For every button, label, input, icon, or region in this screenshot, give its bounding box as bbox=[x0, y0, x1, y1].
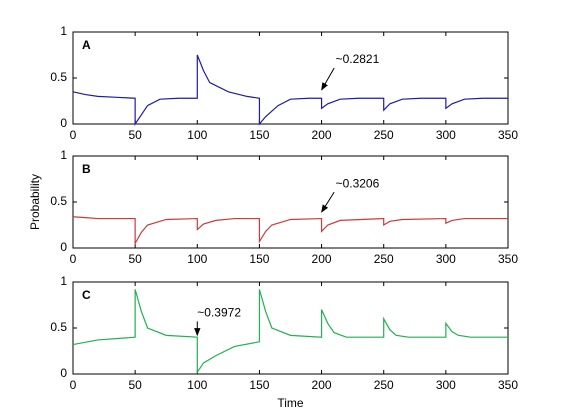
x-tick-label: 0 bbox=[70, 128, 77, 142]
y-tick-label: 0 bbox=[60, 116, 67, 130]
x-tick-label: 50 bbox=[128, 378, 142, 392]
x-tick-label: 150 bbox=[249, 128, 269, 142]
x-tick-label: 200 bbox=[312, 128, 332, 142]
y-tick-label: 0.5 bbox=[50, 194, 67, 208]
x-tick-label: 350 bbox=[498, 252, 518, 266]
annotation: ~0.3206 bbox=[336, 176, 380, 190]
axes-box bbox=[72, 155, 509, 249]
x-tick-label: 300 bbox=[436, 252, 456, 266]
axes-box bbox=[72, 281, 509, 375]
data-line bbox=[72, 289, 508, 375]
y-tick-label: 1 bbox=[60, 24, 67, 38]
x-tick-label: 0 bbox=[70, 378, 77, 392]
y-tick-label: 0 bbox=[60, 366, 67, 380]
data-line bbox=[72, 54, 508, 126]
x-tick-label: 300 bbox=[436, 378, 456, 392]
y-tick-label: 1 bbox=[60, 274, 67, 288]
data-line bbox=[72, 216, 508, 246]
x-tick-label: 100 bbox=[187, 128, 207, 142]
x-tick-label: 350 bbox=[498, 128, 518, 142]
panel-label: C bbox=[82, 288, 91, 302]
panel-label: A bbox=[82, 38, 91, 52]
x-tick-label: 100 bbox=[187, 252, 207, 266]
y-tick-label: 0 bbox=[60, 240, 67, 254]
x-tick-label: 200 bbox=[312, 378, 332, 392]
annotation-arrow bbox=[321, 191, 335, 213]
x-axis-label: Time bbox=[277, 396, 304, 410]
y-tick-label: 0.5 bbox=[50, 320, 67, 334]
annotation: ~0.3972 bbox=[197, 306, 241, 320]
x-tick-label: 100 bbox=[187, 378, 207, 392]
x-tick-label: 200 bbox=[312, 252, 332, 266]
y-tick-label: 1 bbox=[60, 148, 67, 162]
x-tick-label: 250 bbox=[374, 252, 394, 266]
x-tick-label: 150 bbox=[249, 378, 269, 392]
axes-box bbox=[72, 31, 509, 125]
x-tick-label: 150 bbox=[249, 252, 269, 266]
x-tick-label: 250 bbox=[374, 128, 394, 142]
x-tick-label: 50 bbox=[128, 128, 142, 142]
x-tick-label: 0 bbox=[70, 252, 77, 266]
y-axis-label: Probability bbox=[28, 174, 42, 230]
x-tick-label: 250 bbox=[374, 378, 394, 392]
x-tick-label: 50 bbox=[128, 252, 142, 266]
x-tick-label: 350 bbox=[498, 378, 518, 392]
annotation-arrow bbox=[321, 67, 335, 91]
y-tick-label: 0.5 bbox=[50, 70, 67, 84]
annotation: ~0.2821 bbox=[336, 52, 380, 66]
x-tick-label: 300 bbox=[436, 128, 456, 142]
panel-label: B bbox=[82, 162, 91, 176]
